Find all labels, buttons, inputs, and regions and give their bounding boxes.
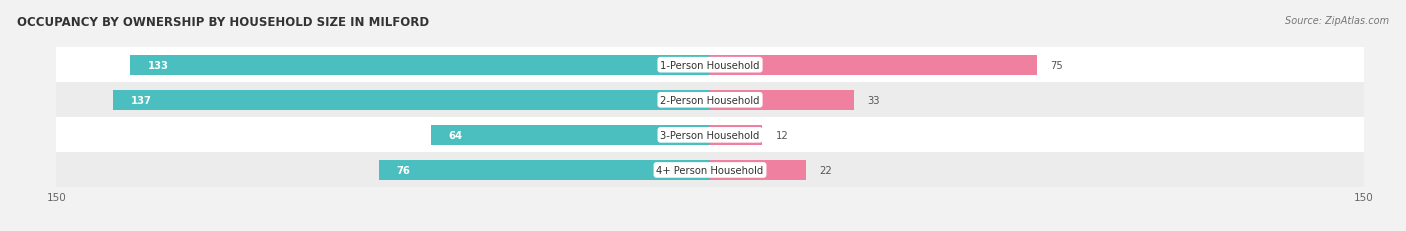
Text: OCCUPANCY BY OWNERSHIP BY HOUSEHOLD SIZE IN MILFORD: OCCUPANCY BY OWNERSHIP BY HOUSEHOLD SIZE… [17,16,429,29]
Text: 1-Person Household: 1-Person Household [661,61,759,70]
Bar [710,55,1038,76]
Text: 64: 64 [449,130,463,140]
Bar [56,118,1364,153]
Bar [112,90,710,110]
Text: 22: 22 [818,165,832,175]
Text: 76: 76 [396,165,411,175]
Text: 4+ Person Household: 4+ Person Household [657,165,763,175]
Bar [432,125,710,145]
Text: 2-Person Household: 2-Person Household [661,95,759,105]
Text: Source: ZipAtlas.com: Source: ZipAtlas.com [1285,16,1389,26]
Bar [56,48,1364,83]
Text: 137: 137 [131,95,152,105]
Bar [131,55,710,76]
Bar [710,160,806,180]
Text: 133: 133 [148,61,169,70]
Bar [378,160,710,180]
Bar [56,153,1364,188]
Text: 33: 33 [868,95,879,105]
Text: 3-Person Household: 3-Person Household [661,130,759,140]
Bar [710,90,853,110]
Text: 75: 75 [1050,61,1063,70]
Bar [56,83,1364,118]
Text: 12: 12 [776,130,789,140]
Bar [710,125,762,145]
